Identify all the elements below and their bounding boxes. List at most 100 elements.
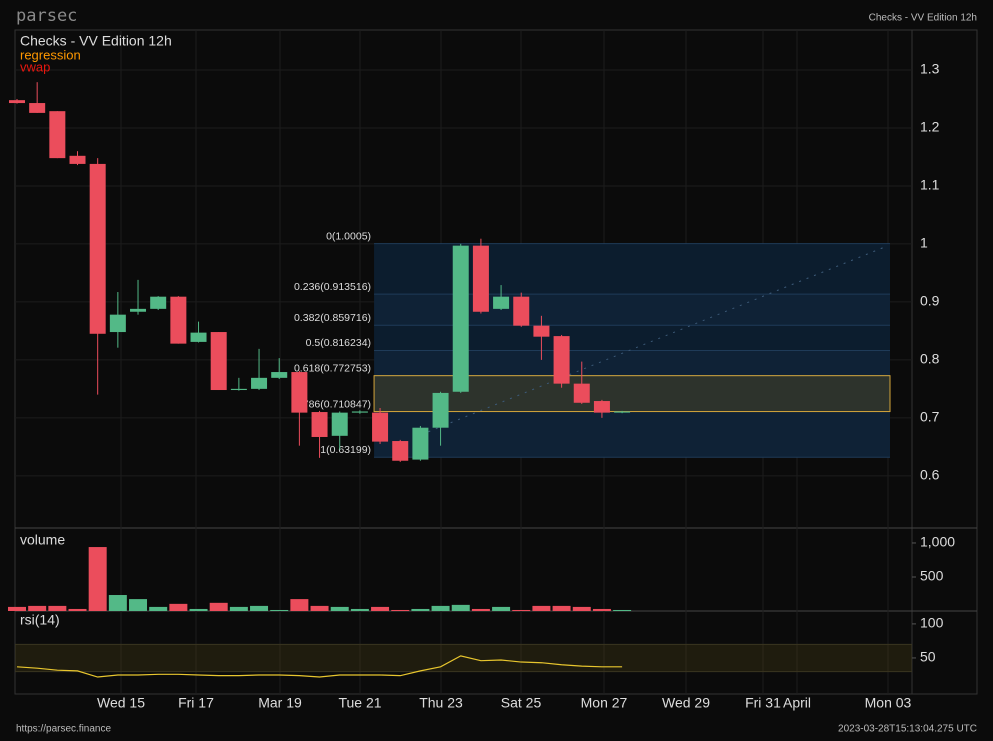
candle-body	[311, 412, 328, 437]
candle-body	[533, 325, 550, 337]
y-tick-label: 1.2	[920, 119, 940, 135]
brand: parsec	[16, 6, 77, 26]
candle-body	[150, 296, 167, 309]
candle-body	[593, 401, 610, 413]
volume-bar	[290, 599, 309, 611]
y-tick-label: 1,000	[920, 534, 955, 550]
volume-bar	[129, 599, 148, 611]
candle-body	[452, 245, 469, 392]
volume-bar	[572, 606, 591, 611]
header-title: Checks - VV Edition 12h	[869, 13, 977, 24]
volume-bar	[451, 604, 470, 611]
fib-label: 0(1.0005)	[326, 230, 371, 242]
candle-body	[251, 377, 268, 389]
candle-body	[513, 296, 530, 326]
volume-bar	[532, 605, 551, 611]
fib-band	[374, 411, 890, 458]
fib-label: 0.618(0.772753)	[294, 362, 371, 374]
pane-title: volume	[20, 532, 65, 548]
volume-bar	[229, 606, 248, 611]
y-tick-label: 0.6	[920, 467, 940, 483]
candle-body	[130, 308, 147, 312]
volume-bar	[189, 608, 208, 611]
volume-bar	[48, 605, 67, 611]
volume-bar	[8, 606, 26, 611]
candle-body	[49, 111, 66, 159]
volume-bar	[350, 608, 369, 611]
candle-body	[472, 245, 489, 312]
volume-bar	[431, 605, 450, 611]
volume-bar	[512, 609, 531, 611]
volume-bar	[330, 606, 349, 611]
volume-bar	[492, 606, 511, 611]
x-tick-label: April	[783, 695, 811, 711]
rsi-line	[16, 655, 623, 678]
rsi-band	[15, 644, 912, 672]
y-tick-label: 0.8	[920, 351, 940, 367]
candle-body	[372, 412, 389, 442]
volume-bar	[391, 609, 410, 611]
candle-body	[412, 427, 429, 460]
fib-label: 1(0.63199)	[320, 444, 371, 456]
fib-highlight	[373, 375, 891, 413]
volume-bar	[310, 605, 329, 611]
fib-label: 0.382(0.859716)	[294, 312, 371, 324]
volume-bar	[88, 547, 107, 611]
candle-body	[493, 296, 510, 309]
footer-timestamp: 2023-03-28T15:13:04.275 UTC	[838, 724, 977, 735]
fib-band	[374, 325, 890, 351]
candle-body	[432, 392, 449, 428]
volume-bar	[108, 595, 127, 611]
candle-body	[109, 314, 126, 333]
candle-body	[614, 411, 631, 413]
volume-bar	[371, 606, 390, 611]
y-tick-label: 500	[920, 568, 944, 584]
volume-bar	[149, 606, 168, 611]
volume-bar	[270, 609, 289, 611]
fib-label: 0.236(0.913516)	[294, 281, 371, 293]
candle-body	[9, 100, 25, 104]
x-tick-label: Mon 27	[581, 695, 628, 711]
pane-title: rsi(14)	[20, 612, 60, 628]
volume-bar	[68, 608, 87, 611]
volume-bar	[169, 603, 188, 611]
x-tick-label: Mon 03	[865, 695, 912, 711]
candle-body	[331, 412, 348, 436]
y-tick-label: 1.1	[920, 177, 940, 193]
y-tick-label: 0.9	[920, 293, 940, 309]
volume-bar	[592, 608, 611, 611]
volume-bar	[552, 605, 571, 611]
fib-band	[374, 243, 890, 295]
candle-body	[170, 296, 187, 344]
x-tick-label: Wed 29	[662, 695, 710, 711]
y-tick-label: 50	[920, 649, 936, 665]
fib-band	[374, 294, 890, 326]
pane-title: Checks - VV Edition 12h	[20, 33, 172, 49]
y-tick-label: 1.3	[920, 61, 940, 77]
volume-bar	[28, 605, 47, 611]
volume-bar	[471, 608, 490, 611]
candle-body	[190, 332, 207, 342]
y-tick-label: 0.7	[920, 409, 940, 425]
legend-entry: regression	[20, 47, 81, 62]
y-tick-label: 1	[920, 235, 928, 251]
volume-bar	[250, 605, 269, 611]
x-tick-label: Sat 25	[501, 695, 542, 711]
candle-body	[351, 411, 368, 413]
candle-body	[69, 155, 86, 164]
legend-entry: vwap	[20, 59, 50, 74]
volume-bar	[209, 602, 228, 611]
x-tick-label: Mar 19	[258, 695, 302, 711]
candle-body	[392, 441, 409, 461]
x-tick-label: Fri 31	[745, 695, 781, 711]
x-tick-label: Thu 23	[419, 695, 463, 711]
fib-label: 0.786(0.710847)	[294, 398, 371, 410]
footer-url[interactable]: https://parsec.finance	[16, 724, 111, 735]
candle-body	[89, 163, 106, 334]
fib-label: 0.5(0.816234)	[306, 337, 371, 349]
volume-bar	[411, 608, 430, 611]
candle-body	[573, 383, 590, 403]
x-tick-label: Wed 15	[97, 695, 145, 711]
candle-body	[291, 372, 308, 413]
